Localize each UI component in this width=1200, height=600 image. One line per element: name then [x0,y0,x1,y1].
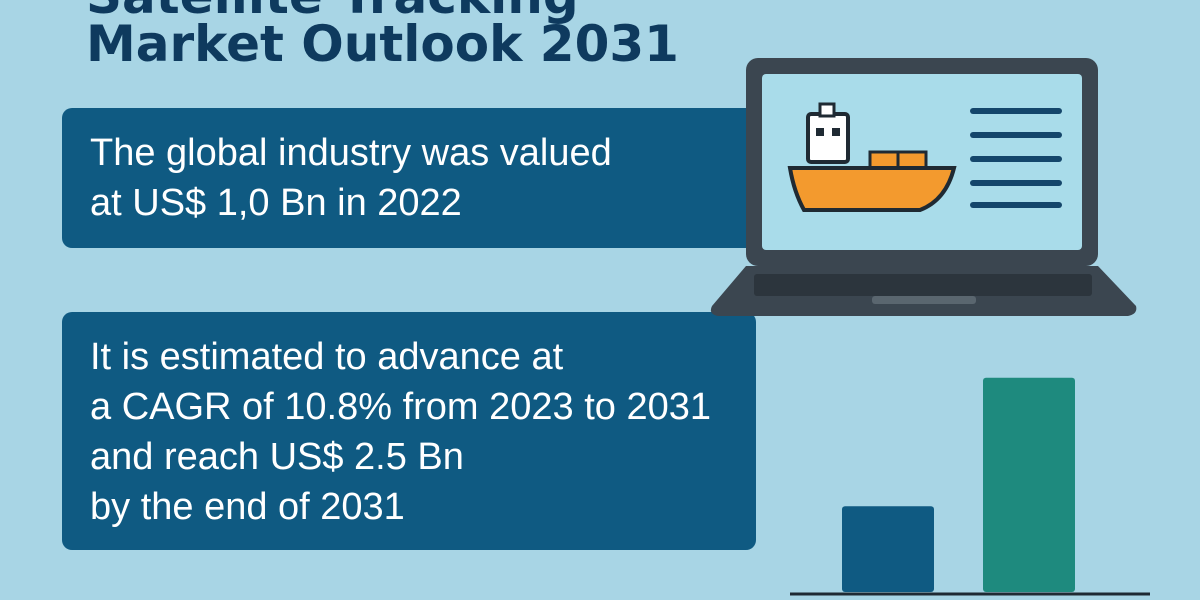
valuation-text: The global industry was valued at US$ 1,… [90,128,612,228]
ship-window [816,128,824,136]
cargo-ship-icon [787,102,957,212]
ship-cabin [806,112,850,164]
screen-line [970,202,1062,208]
laptop-keyboard [754,274,1092,296]
title-top-line: Satellite Tracking [86,0,579,26]
laptop-icon [710,58,1137,316]
laptop-trackpad [872,296,976,304]
screen-line [970,156,1062,162]
ship-hull [787,166,957,212]
forecast-line-1: It is estimated to advance at [90,336,564,378]
forecast-line-2: a CAGR of 10.8% from 2023 to 2031 [90,386,712,428]
screen-line [970,180,1062,186]
page-title: Market Outlook 2031 [86,15,679,73]
cargo-container [896,150,928,170]
forecast-line-4: by the end of 2031 [90,486,405,528]
bar-chart-icon [790,377,1150,596]
forecast-text: It is estimated to advance at a CAGR of … [90,332,711,532]
ship-mast [818,102,836,118]
chart-bar-2 [983,377,1075,592]
screen-line [970,108,1062,114]
valuation-line-2: at US$ 1,0 Bn in 2022 [90,182,462,224]
screen-line [970,132,1062,138]
valuation-card: The global industry was valued at US$ 1,… [62,108,764,248]
text-lines-icon [970,108,1062,208]
valuation-line-1: The global industry was valued [90,132,612,174]
cargo-container [868,150,900,170]
chart-bar-1 [842,506,934,592]
forecast-card: It is estimated to advance at a CAGR of … [62,312,756,550]
ship-window [832,128,840,136]
forecast-line-3: and reach US$ 2.5 Bn [90,436,464,478]
